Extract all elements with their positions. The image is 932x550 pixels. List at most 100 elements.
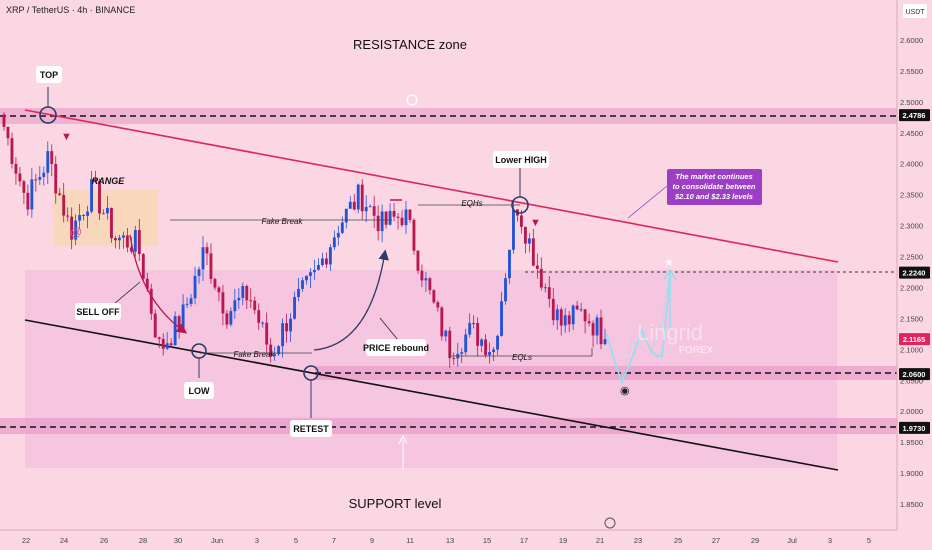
note-box [667,169,762,205]
candle-body [221,292,225,314]
candle-body [106,207,109,214]
price-tag-label: 2.2240 [903,269,926,278]
low-label-box [184,382,214,399]
candle-body [153,313,157,338]
candle-body [261,322,265,324]
candle-body [527,238,531,244]
candle-body [340,222,344,233]
candle-body [460,352,464,354]
price-tick-label: 2.2500 [900,253,923,262]
price-tick-label: 2.2000 [900,283,923,292]
currency-label: USDT [905,9,925,16]
candle-body [74,220,78,240]
candle-body [209,253,213,279]
candle-body [273,354,277,356]
date-tick-label: Jun [211,536,223,545]
candle-body [328,247,332,265]
candle-body [149,288,153,314]
candle-body [289,318,293,332]
candle-body [384,211,388,225]
price-tick-label: 2.0000 [900,407,923,416]
upper-trendline[interactable] [24,109,839,263]
date-axis-ticks: 22 24 26 28 30 Jun 3 5 7 9 11 13 15 17 19 21 23 25 27 29 Jul… [22,536,871,545]
date-tick-label: 3 [255,536,259,545]
candle-body [213,278,217,288]
price-tag-box [899,333,930,346]
price-tag-box [899,266,930,279]
candle-body [66,215,70,217]
price-tick-label: 1.9500 [900,438,923,447]
candle-body [58,193,62,195]
candle-body [241,286,245,298]
candle-body [233,300,237,312]
candle-body [169,343,173,346]
date-tick-label: Jul [787,536,797,545]
lower-trendline[interactable] [24,319,839,471]
candle-body [575,305,579,310]
candle-body [18,173,22,182]
price-tag-box [899,368,930,381]
candle-body [193,275,197,299]
candle-body [98,180,101,214]
candle-body [133,230,137,252]
date-tick-label: 19 [559,536,567,545]
currency-badge [903,4,927,18]
snail-icon: @ [70,225,82,239]
note-line-2: to consolidate between [673,182,756,191]
candle-body [245,286,249,301]
candle-body [30,179,34,210]
price-tag-label: 1.9730 [903,424,926,433]
candle-body [38,176,42,180]
candle-body [591,323,595,336]
date-axis[interactable] [0,530,932,550]
date-tick-label: 30 [174,536,182,545]
eqhs-label: EQHs [461,199,482,208]
candle-body [86,211,90,216]
candle-body [305,275,308,281]
candle-body [281,323,285,347]
lower-high-label: Lower HIGH [495,155,547,165]
projection-path-high [621,269,671,379]
date-tick-label: 3 [828,536,832,545]
candle-body [161,338,165,349]
top-label-box [36,66,62,83]
candle-body [309,272,312,276]
candle-body [551,298,555,321]
candle-body [205,247,209,254]
note-pointer [627,185,668,219]
candle-body [496,335,499,350]
candle-body [472,323,476,325]
price-tick-label: 1.9000 [900,469,923,478]
candle-body [508,249,511,279]
candlestick-series [2,112,607,369]
candle-body [316,264,320,270]
candle-body [70,216,74,240]
candle-body [531,238,535,266]
candle-body [277,346,281,355]
candle-body [480,339,484,346]
candle-body [197,269,201,276]
candle-body [512,209,515,250]
support-level-band [0,418,897,434]
resistance-zone-band [0,108,897,124]
candle-body [559,309,563,326]
date-tick-label: 17 [520,536,528,545]
retest-label: RETEST [293,424,329,434]
candle-body [90,179,93,212]
candle-body [201,247,205,270]
candle-body [555,309,559,321]
lower-high-label-box [493,151,549,168]
date-tick-label: 24 [60,536,68,545]
candle-body [488,352,492,356]
price-tag-box [899,421,930,434]
support-pointer-head [398,434,408,445]
candle-body [583,309,587,322]
price-tick-label: 2.3500 [900,191,923,200]
candle-body [436,302,440,308]
candle-body [50,151,54,164]
candle-body [432,290,436,303]
sell-off-label: SELL OFF [76,307,120,317]
candle-body [129,247,133,252]
candle-body [519,215,523,227]
